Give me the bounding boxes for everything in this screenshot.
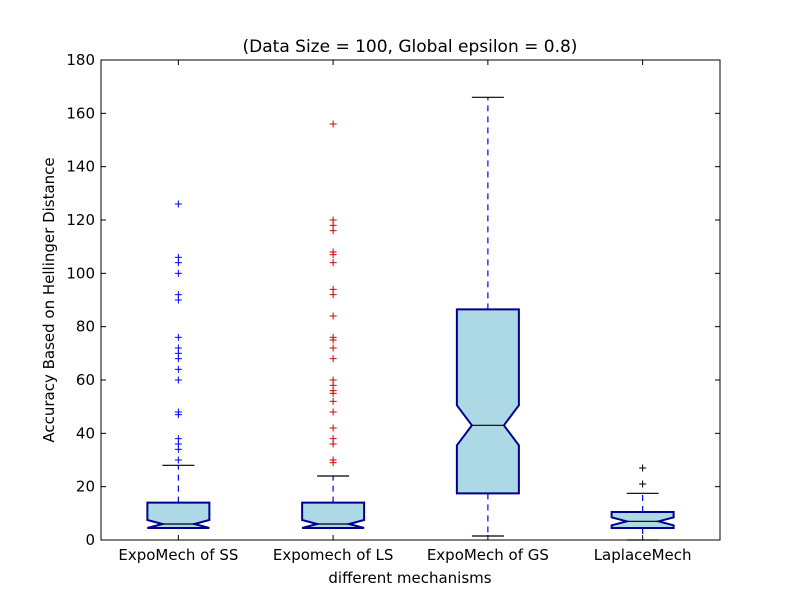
outlier-marker [329, 344, 337, 352]
axes-frame [100, 59, 721, 541]
x-axis-label: different mechanisms [328, 569, 491, 587]
box-body [610, 511, 675, 529]
plot-area [146, 96, 675, 541]
chart-title: (Data Size = 100, Global epsilon = 0.8) [243, 37, 578, 57]
outlier-marker [329, 440, 337, 448]
outlier-marker [174, 333, 182, 341]
box-body [146, 501, 211, 529]
y-tick-label: 140 [66, 158, 95, 176]
x-tick-label: ExpoMech of SS [118, 546, 238, 564]
outlier-marker [174, 365, 182, 373]
outlier-marker [174, 355, 182, 363]
outlier-marker [174, 445, 182, 453]
outlier-marker [174, 456, 182, 464]
outlier-marker [639, 464, 647, 472]
outlier-marker [329, 120, 337, 128]
x-tick-label: Expomech of LS [273, 546, 394, 564]
outlier-marker [174, 296, 182, 304]
x-tick-label: LaplaceMech [594, 546, 692, 564]
y-tick-label: 0 [85, 531, 95, 549]
outlier-marker [329, 459, 337, 467]
box-group [455, 96, 520, 537]
y-tick-label: 100 [66, 264, 95, 282]
outlier-marker [329, 291, 337, 299]
outlier-marker [329, 227, 337, 235]
outlier-marker [174, 269, 182, 277]
outlier-marker [329, 251, 337, 259]
y-tick-label: 120 [66, 211, 95, 229]
outlier-marker [174, 259, 182, 267]
x-tick-label: ExpoMech of GS [427, 546, 549, 564]
y-tick-label: 20 [76, 478, 95, 496]
outlier-marker [174, 411, 182, 419]
outlier-marker [329, 259, 337, 267]
box-group [146, 200, 211, 529]
outlier-marker [329, 312, 337, 320]
outlier-marker [639, 480, 647, 488]
y-tick-label: 180 [66, 51, 95, 69]
y-tick-label: 160 [66, 104, 95, 122]
y-axis: 0 20 40 60 80 100 120 140 160 180 [66, 51, 720, 549]
outlier-marker [329, 336, 337, 344]
box-body [301, 501, 366, 529]
x-axis: ExpoMech of SS Expomech of LS ExpoMech of … [118, 60, 692, 564]
outlier-marker [329, 389, 337, 397]
y-tick-label: 40 [76, 424, 95, 442]
outlier-marker [329, 424, 337, 432]
y-tick-label: 60 [76, 371, 95, 389]
outlier-marker [329, 355, 337, 363]
outlier-marker [174, 376, 182, 384]
box-group [301, 120, 366, 529]
y-axis-label: Accuracy Based on Hellinger Distance [40, 157, 58, 442]
box-body [455, 308, 520, 495]
outlier-marker [174, 200, 182, 208]
outlier-marker [329, 408, 337, 416]
box-group [610, 464, 675, 541]
y-tick-label: 80 [76, 318, 95, 336]
outlier-marker [329, 397, 337, 405]
